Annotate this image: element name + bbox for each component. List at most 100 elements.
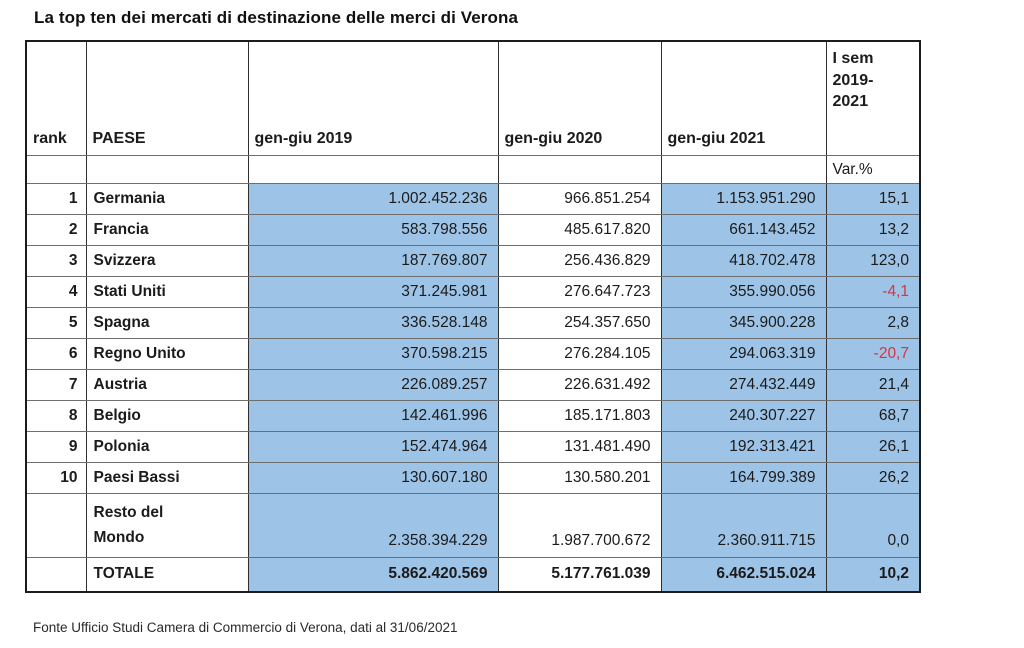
table-row: 3 Svizzera 187.769.807 256.436.829 418.702.4…: [25, 245, 921, 277]
var-percent-cell: 15,1: [825, 183, 921, 215]
var-percent-cell: 0,0: [825, 493, 921, 558]
table-header-row: rank PAESE gen-giu 2019 gen-giu 2020 gen…: [25, 40, 921, 156]
country-cell: Spagna: [85, 307, 249, 339]
source-note: Fonte Ufficio Studi Camera di Commercio …: [33, 620, 458, 635]
value-2019-cell: 2.358.394.229: [247, 493, 499, 558]
empty-cell: [85, 155, 249, 184]
value-2019-cell: 226.089.257: [247, 369, 499, 401]
value-2021-cell: 6.462.515.024: [660, 557, 827, 592]
rank-cell: 4: [25, 276, 87, 308]
table-row: 4 Stati Uniti 371.245.981 276.647.723 355.99…: [25, 276, 921, 308]
country-cell: Svizzera: [85, 245, 249, 277]
value-2019-cell: 187.769.807: [247, 245, 499, 277]
value-2020-cell: 276.647.723: [497, 276, 662, 308]
var-percent-cell: 26,2: [825, 462, 921, 494]
header-paese: PAESE: [85, 40, 249, 156]
value-2019-cell: 336.528.148: [247, 307, 499, 339]
country-cell: Francia: [85, 214, 249, 246]
country-cell: Resto del Mondo: [85, 493, 249, 558]
value-2019-cell: 5.862.420.569: [247, 557, 499, 592]
country-cell: Polonia: [85, 431, 249, 463]
table-row: Resto del Mondo 2.358.394.229 1.987.700.67…: [25, 493, 921, 558]
value-2020-cell: 254.357.650: [497, 307, 662, 339]
value-2021-cell: 1.153.951.290: [660, 183, 827, 215]
value-2019-cell: 1.002.452.236: [247, 183, 499, 215]
value-2021-cell: 661.143.452: [660, 214, 827, 246]
rank-cell: 6: [25, 338, 87, 370]
value-2020-cell: 1.987.700.672: [497, 493, 662, 558]
header-rank: rank: [25, 40, 87, 156]
header-gen-giu-2019: gen-giu 2019: [247, 40, 499, 156]
rank-cell: [25, 493, 87, 558]
rank-cell: 5: [25, 307, 87, 339]
value-2020-cell: 131.481.490: [497, 431, 662, 463]
var-percent-cell: 68,7: [825, 400, 921, 432]
country-cell: TOTALE: [85, 557, 249, 592]
var-percent-cell: 21,4: [825, 369, 921, 401]
table-row: 6 Regno Unito 370.598.215 276.284.105 294.06…: [25, 338, 921, 370]
value-2021-cell: 418.702.478: [660, 245, 827, 277]
table-row: 8 Belgio 142.461.996 185.171.803 240.307.227…: [25, 400, 921, 432]
header-gen-giu-2021: gen-giu 2021: [660, 40, 827, 156]
rank-cell: 1: [25, 183, 87, 215]
value-2019-cell: 371.245.981: [247, 276, 499, 308]
value-2019-cell: 370.598.215: [247, 338, 499, 370]
rank-cell: 10: [25, 462, 87, 494]
value-2020-cell: 485.617.820: [497, 214, 662, 246]
value-2019-cell: 152.474.964: [247, 431, 499, 463]
var-percent-cell: 123,0: [825, 245, 921, 277]
var-percent-cell: 26,1: [825, 431, 921, 463]
table-row: 1 Germania 1.002.452.236 966.851.254 1.153.9…: [25, 183, 921, 215]
top-ten-table: rank PAESE gen-giu 2019 gen-giu 2020 gen…: [25, 40, 921, 593]
page-title: La top ten dei mercati di destinazione d…: [34, 8, 519, 27]
empty-cell: [497, 155, 662, 184]
value-2021-cell: 164.799.389: [660, 462, 827, 494]
table-row: 9 Polonia 152.474.964 131.481.490 192.313.42…: [25, 431, 921, 463]
table-body: 1 Germania 1.002.452.236 966.851.254 1.153.9…: [25, 183, 921, 592]
empty-cell: [660, 155, 827, 184]
var-percent-cell: -4,1: [825, 276, 921, 308]
value-2019-cell: 130.607.180: [247, 462, 499, 494]
table-row: TOTALE 5.862.420.569 5.177.761.039 6.462.51…: [25, 557, 921, 592]
value-2021-cell: 355.990.056: [660, 276, 827, 308]
empty-cell: [247, 155, 499, 184]
var-percent-label: Var.%: [825, 155, 921, 184]
var-percent-cell: 13,2: [825, 214, 921, 246]
value-2021-cell: 274.432.449: [660, 369, 827, 401]
rank-cell: 2: [25, 214, 87, 246]
value-2019-cell: 583.798.556: [247, 214, 499, 246]
rank-cell: [25, 557, 87, 592]
header-i-sem-2019-2021: I sem 2019-2021: [825, 40, 921, 156]
rank-cell: 3: [25, 245, 87, 277]
var-percent-cell: -20,7: [825, 338, 921, 370]
value-2020-cell: 226.631.492: [497, 369, 662, 401]
table-row: 10 Paesi Bassi 130.607.180 130.580.201 164.7…: [25, 462, 921, 494]
var-percent-cell: 10,2: [825, 557, 921, 592]
country-cell: Paesi Bassi: [85, 462, 249, 494]
table-row: 5 Spagna 336.528.148 254.357.650 345.900.228…: [25, 307, 921, 339]
empty-cell: [25, 155, 87, 184]
rank-cell: 7: [25, 369, 87, 401]
value-2021-cell: 2.360.911.715: [660, 493, 827, 558]
header-gen-giu-2020: gen-giu 2020: [497, 40, 662, 156]
value-2021-cell: 240.307.227: [660, 400, 827, 432]
value-2020-cell: 5.177.761.039: [497, 557, 662, 592]
var-label-row: Var.%: [25, 155, 921, 184]
table-row: 2 Francia 583.798.556 485.617.820 661.143.45…: [25, 214, 921, 246]
country-cell: Belgio: [85, 400, 249, 432]
value-2021-cell: 192.313.421: [660, 431, 827, 463]
value-2020-cell: 130.580.201: [497, 462, 662, 494]
value-2020-cell: 256.436.829: [497, 245, 662, 277]
value-2021-cell: 345.900.228: [660, 307, 827, 339]
var-percent-cell: 2,8: [825, 307, 921, 339]
country-cell: Regno Unito: [85, 338, 249, 370]
country-cell: Austria: [85, 369, 249, 401]
value-2020-cell: 276.284.105: [497, 338, 662, 370]
value-2021-cell: 294.063.319: [660, 338, 827, 370]
value-2019-cell: 142.461.996: [247, 400, 499, 432]
rank-cell: 9: [25, 431, 87, 463]
value-2020-cell: 966.851.254: [497, 183, 662, 215]
value-2020-cell: 185.171.803: [497, 400, 662, 432]
table-row: 7 Austria 226.089.257 226.631.492 274.432.44…: [25, 369, 921, 401]
